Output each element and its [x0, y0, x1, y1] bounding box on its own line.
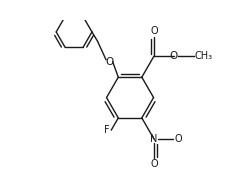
- Text: O: O: [105, 57, 113, 67]
- Text: O: O: [174, 134, 182, 144]
- Text: F: F: [104, 125, 110, 135]
- Text: O: O: [150, 26, 158, 36]
- Text: O: O: [170, 51, 178, 61]
- Text: N: N: [150, 134, 158, 144]
- Text: CH₃: CH₃: [195, 51, 213, 61]
- Text: O: O: [150, 159, 158, 169]
